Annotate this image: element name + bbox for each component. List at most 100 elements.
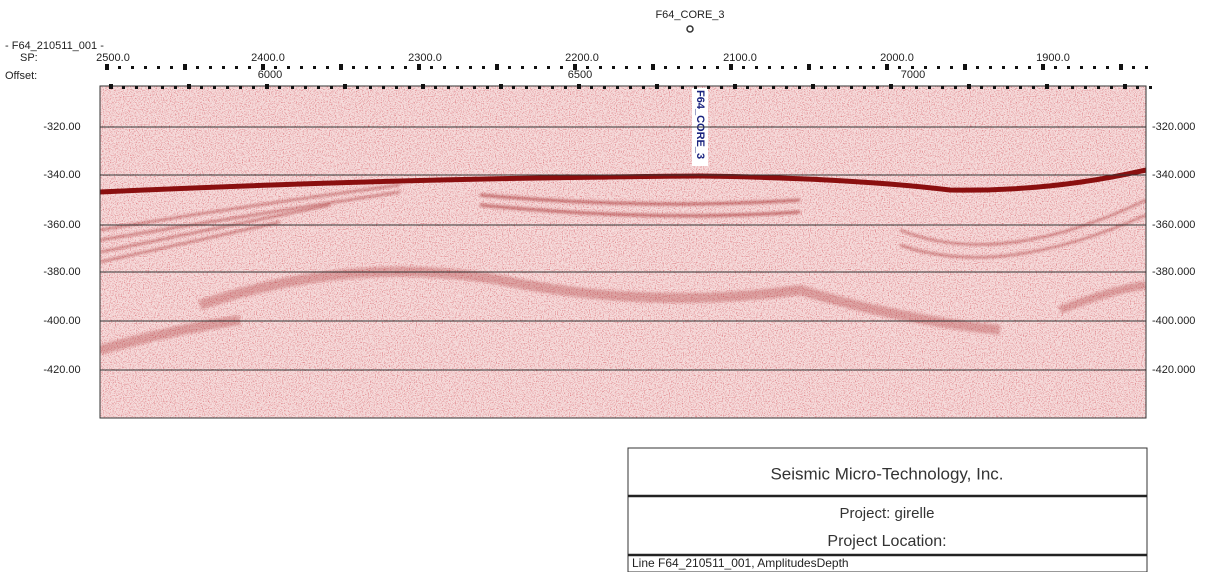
company: Seismic Micro-Technology, Inc. xyxy=(770,464,1003,483)
sp-tick xyxy=(989,66,992,69)
offset-tick xyxy=(1058,86,1061,89)
sp-tick xyxy=(859,66,862,69)
sp-tick xyxy=(534,66,537,69)
sp-tick xyxy=(885,64,889,70)
sp-tick xyxy=(209,66,212,69)
offset-tick xyxy=(434,86,437,89)
offset-tick xyxy=(512,86,515,89)
sp-tick xyxy=(612,66,615,69)
offset-tick xyxy=(382,86,385,89)
depth-label-right: -340.000 xyxy=(1152,169,1195,181)
sp-tick xyxy=(1041,64,1045,70)
offset-tick xyxy=(889,84,893,89)
sp-tick xyxy=(833,66,836,69)
offset-tick xyxy=(603,86,606,89)
offset-tick xyxy=(291,86,294,89)
sp-tick xyxy=(443,66,446,69)
offset-tick xyxy=(330,86,333,89)
seismic-section: F64_CORE_3 - F64_210511_001 - SP: Offset… xyxy=(0,0,1227,572)
sp-tick xyxy=(1106,66,1109,69)
sp-tick xyxy=(820,66,823,69)
offset-tick xyxy=(785,86,788,89)
offset-tick xyxy=(525,86,528,89)
offset-tick xyxy=(447,86,450,89)
offset-tick xyxy=(655,84,659,89)
sp-tick xyxy=(638,66,641,69)
sp-tick xyxy=(625,66,628,69)
offset-tick xyxy=(850,86,853,89)
sp-tick xyxy=(950,66,953,69)
offset-tick xyxy=(629,86,632,89)
offset-tick xyxy=(343,84,347,89)
offset-tick xyxy=(577,84,581,89)
offset-tick xyxy=(304,86,307,89)
sp-tick xyxy=(508,66,511,69)
offset-tick xyxy=(551,86,554,89)
sp-tick xyxy=(703,66,706,69)
sp-tick xyxy=(729,64,733,70)
offset-tick xyxy=(941,86,944,89)
offset-tick xyxy=(681,86,684,89)
sp-tick xyxy=(742,66,745,69)
depth-label-left: -360.00 xyxy=(43,219,80,231)
offset-tick xyxy=(1097,86,1100,89)
sp-tick xyxy=(547,66,550,69)
sp-tick xyxy=(378,66,381,69)
sp-tick-label: 1900.0 xyxy=(1036,52,1070,64)
sp-tick xyxy=(391,66,394,69)
sp-tick xyxy=(1015,66,1018,69)
sp-tick xyxy=(755,66,758,69)
offset-tick xyxy=(1071,86,1074,89)
sp-tick xyxy=(768,66,771,69)
offset-tick xyxy=(1110,86,1113,89)
offset-tick-label: 7000 xyxy=(901,69,925,81)
offset-tick xyxy=(226,86,229,89)
offset-tick xyxy=(265,84,269,89)
sp-label: SP: xyxy=(20,52,38,64)
offset-tick xyxy=(824,86,827,89)
sp-tick xyxy=(105,64,109,70)
sp-tick xyxy=(1028,66,1031,69)
sp-tick xyxy=(417,64,421,70)
sp-tick xyxy=(677,66,680,69)
sp-tick xyxy=(1002,66,1005,69)
well-label: F64_CORE_3 xyxy=(655,9,724,21)
sp-tick xyxy=(365,66,368,69)
offset-tick xyxy=(733,84,737,89)
offset-tick xyxy=(538,86,541,89)
offset-tick xyxy=(564,86,567,89)
sp-tick xyxy=(404,66,407,69)
offset-tick xyxy=(954,86,957,89)
offset-tick xyxy=(161,86,164,89)
offset-tick xyxy=(1084,86,1087,89)
sp-tick-label: 2200.0 xyxy=(565,52,599,64)
sp-tick xyxy=(599,66,602,69)
offset-label: Offset: xyxy=(5,70,37,82)
offset-tick xyxy=(239,86,242,89)
offset-tick xyxy=(369,86,372,89)
sp-tick xyxy=(456,66,459,69)
sp-tick xyxy=(157,66,160,69)
sp-tick-label: 2100.0 xyxy=(723,52,757,64)
sp-tick xyxy=(287,66,290,69)
sp-tick xyxy=(131,66,134,69)
sp-tick xyxy=(976,66,979,69)
sp-tick xyxy=(235,66,238,69)
offset-tick xyxy=(1032,86,1035,89)
offset-tick xyxy=(915,86,918,89)
offset-tick xyxy=(395,86,398,89)
sp-tick xyxy=(794,66,797,69)
offset-tick xyxy=(135,86,138,89)
sp-tick xyxy=(872,66,875,69)
offset-tick xyxy=(642,86,645,89)
sp-tick-label: 2300.0 xyxy=(408,52,442,64)
offset-tick xyxy=(278,86,281,89)
offset-tick xyxy=(746,86,749,89)
depth-label-left: -380.00 xyxy=(43,266,80,278)
well-symbol xyxy=(687,26,693,32)
offset-tick xyxy=(707,86,710,89)
depth-label-left: -400.00 xyxy=(43,315,80,327)
offset-tick xyxy=(356,86,359,89)
offset-tick xyxy=(473,86,476,89)
depth-label-left: -320.00 xyxy=(43,121,80,133)
